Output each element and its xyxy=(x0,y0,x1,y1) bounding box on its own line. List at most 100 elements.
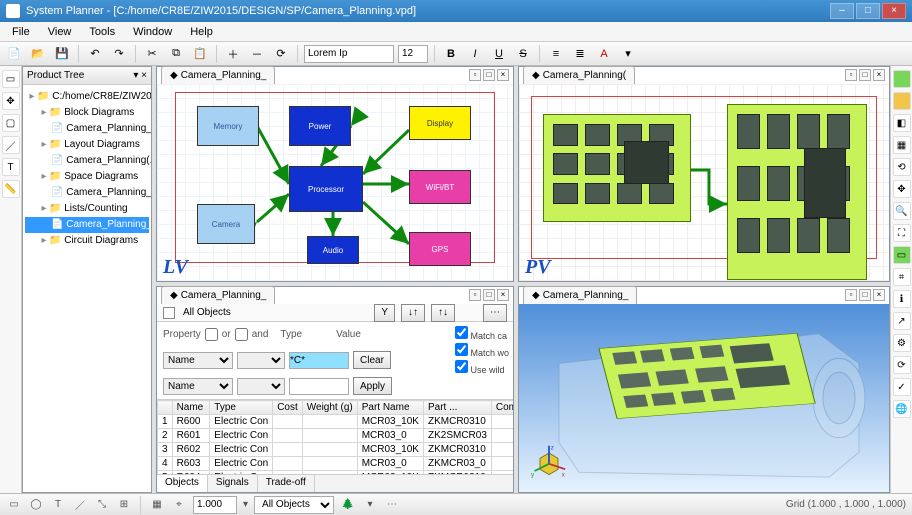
filter-extra-button[interactable]: ⋯ xyxy=(483,304,507,322)
pane-max-icon[interactable]: □ xyxy=(859,69,871,81)
view-iso-icon[interactable]: ◧ xyxy=(893,114,911,132)
redo-icon[interactable]: ↷ xyxy=(109,44,129,64)
status-misc-icon[interactable]: ⋯ xyxy=(384,497,400,513)
pan-tool-icon[interactable]: ✥ xyxy=(2,92,20,110)
pane-dock-icon[interactable]: ▫ xyxy=(469,289,481,301)
pane-dock-icon[interactable]: ▫ xyxy=(469,69,481,81)
menu-file[interactable]: File xyxy=(4,24,38,40)
pane-close-icon[interactable]: × xyxy=(873,289,885,301)
pcb-icon[interactable]: ▭ xyxy=(893,246,911,264)
status-tool-6-icon[interactable]: ⊞ xyxy=(116,497,132,513)
and-checkbox[interactable] xyxy=(235,326,248,343)
apply-button[interactable]: Apply xyxy=(353,377,392,395)
tree-leaf[interactable]: 📄 Camera_Planning_paraw(./C xyxy=(25,217,149,233)
export-icon[interactable]: ↗ xyxy=(893,312,911,330)
table-row[interactable]: 3R602Electric ConMCR03_10KZKMCR0310 xyxy=(158,443,514,457)
status-tool-2-icon[interactable]: ◯ xyxy=(28,497,44,513)
copy-icon[interactable]: ⧉ xyxy=(166,44,186,64)
text-tool-icon[interactable]: T xyxy=(2,158,20,176)
zoom-out-icon[interactable]: － xyxy=(247,44,267,64)
lv-block-audio[interactable]: Audio xyxy=(307,236,359,264)
pane-max-icon[interactable]: □ xyxy=(859,289,871,301)
lv-block-display[interactable]: Display xyxy=(409,106,471,140)
save-icon[interactable]: 💾 xyxy=(52,44,72,64)
view-top-icon[interactable]: ▦ xyxy=(893,136,911,154)
sync-icon[interactable]: ⟳ xyxy=(893,356,911,374)
match-word-checkbox[interactable] xyxy=(455,343,468,356)
font-size-input[interactable] xyxy=(398,45,428,63)
select-tool-icon[interactable]: ▭ xyxy=(2,70,20,88)
clear-button[interactable]: Clear xyxy=(353,351,391,369)
underline-button[interactable]: U xyxy=(489,44,509,64)
font-input[interactable] xyxy=(304,45,394,63)
table-row[interactable]: 1R600Electric ConMCR03_10KZKMCR0310 xyxy=(158,415,514,429)
tab-signals[interactable]: Signals xyxy=(208,475,258,492)
3d-tab[interactable]: ◆Camera_Planning_ xyxy=(523,286,637,304)
tree-group[interactable]: ▸📁 Lists/Counting xyxy=(25,201,149,217)
check-icon[interactable]: ✓ xyxy=(893,378,911,396)
value-input[interactable] xyxy=(289,352,349,369)
bold-button[interactable]: B xyxy=(441,44,461,64)
lv-block-camera[interactable]: Camera xyxy=(197,204,255,244)
3d-viewport[interactable]: z x y xyxy=(519,304,889,492)
tree-leaf[interactable]: 📄 Camera_Planning_lv(./Came xyxy=(25,121,149,137)
tree-menu-icon[interactable]: ▾ × xyxy=(133,70,147,81)
match-case-checkbox[interactable] xyxy=(455,326,468,339)
fit-icon[interactable]: ⛶ xyxy=(893,224,911,242)
pane-close-icon[interactable]: × xyxy=(873,69,885,81)
more-icon[interactable]: ▾ xyxy=(618,44,638,64)
filter-sort-button[interactable]: ↓↑ xyxy=(401,304,425,322)
value-input-2[interactable] xyxy=(289,378,349,395)
rotate-icon[interactable]: ⟲ xyxy=(893,158,911,176)
status-tool-5-icon[interactable]: ⤡ xyxy=(94,497,110,513)
table-row[interactable]: 4R603Electric ConMCR03_0ZKMCR03_0 xyxy=(158,457,514,471)
minimize-button[interactable]: – xyxy=(830,3,854,19)
settings-icon[interactable]: ⚙ xyxy=(893,334,911,352)
status-tool-4-icon[interactable]: ／ xyxy=(72,497,88,513)
tree-group[interactable]: ▸📁 Space Diagrams xyxy=(25,169,149,185)
menu-window[interactable]: Window xyxy=(125,24,180,40)
pane-max-icon[interactable]: □ xyxy=(483,289,495,301)
menu-tools[interactable]: Tools xyxy=(81,24,123,40)
close-button[interactable]: × xyxy=(882,3,906,19)
maximize-button[interactable]: □ xyxy=(856,3,880,19)
zoom-in-icon[interactable]: ＋ xyxy=(223,44,243,64)
layer-yellow-icon[interactable] xyxy=(893,92,911,110)
info-icon[interactable]: ℹ xyxy=(893,290,911,308)
status-grid-icon[interactable]: ▦ xyxy=(149,497,165,513)
align-left-icon[interactable]: ≡ xyxy=(546,44,566,64)
lv-block-wifi/bt[interactable]: WiFi/BT xyxy=(409,170,471,204)
scale-input[interactable] xyxy=(193,496,237,514)
lv-block-processor[interactable]: Processor xyxy=(289,166,363,212)
tab-objects[interactable]: Objects xyxy=(157,475,208,492)
table-row[interactable]: 2R601Electric ConMCR03_0ZK2SMCR03 xyxy=(158,429,514,443)
tree-group[interactable]: ▸📁 Block Diagrams xyxy=(25,105,149,121)
pane-max-icon[interactable]: □ xyxy=(483,69,495,81)
lv-block-memory[interactable]: Memory xyxy=(197,106,259,146)
layer-green-icon[interactable] xyxy=(893,70,911,88)
undo-icon[interactable]: ↶ xyxy=(85,44,105,64)
lv-block-power[interactable]: Power xyxy=(289,106,351,146)
measure-tool-icon[interactable]: 📏 xyxy=(2,180,20,198)
lv-block-gps[interactable]: GPS xyxy=(409,232,471,266)
refresh-icon[interactable]: ⟳ xyxy=(271,44,291,64)
net-icon[interactable]: ⌗ xyxy=(893,268,911,286)
tab-tradeoff[interactable]: Trade-off xyxy=(258,475,315,492)
font-color-icon[interactable]: A xyxy=(594,44,614,64)
italic-button[interactable]: I xyxy=(465,44,485,64)
status-tool-1-icon[interactable]: ▭ xyxy=(6,497,22,513)
lv-tab[interactable]: ◆Camera_Planning_ xyxy=(161,66,275,84)
menu-help[interactable]: Help xyxy=(182,24,221,40)
zoom-icon[interactable]: 🔍 xyxy=(893,202,911,220)
tree-leaf[interactable]: 📄 Camera_Planning(./Camera_ xyxy=(25,153,149,169)
paste-icon[interactable]: 📋 xyxy=(190,44,210,64)
type-select-2[interactable] xyxy=(237,378,285,395)
pane-dock-icon[interactable]: ▫ xyxy=(845,69,857,81)
tree-group[interactable]: ▸📁 Layout Diagrams xyxy=(25,137,149,153)
pane-close-icon[interactable]: × xyxy=(497,69,509,81)
open-icon[interactable]: 📂 xyxy=(28,44,48,64)
pv-tab[interactable]: ◆Camera_Planning( xyxy=(523,66,635,84)
table-tab[interactable]: ◆Camera_Planning_ xyxy=(161,286,275,304)
status-tree-icon[interactable]: 🌲 xyxy=(340,497,356,513)
align-center-icon[interactable]: ≣ xyxy=(570,44,590,64)
